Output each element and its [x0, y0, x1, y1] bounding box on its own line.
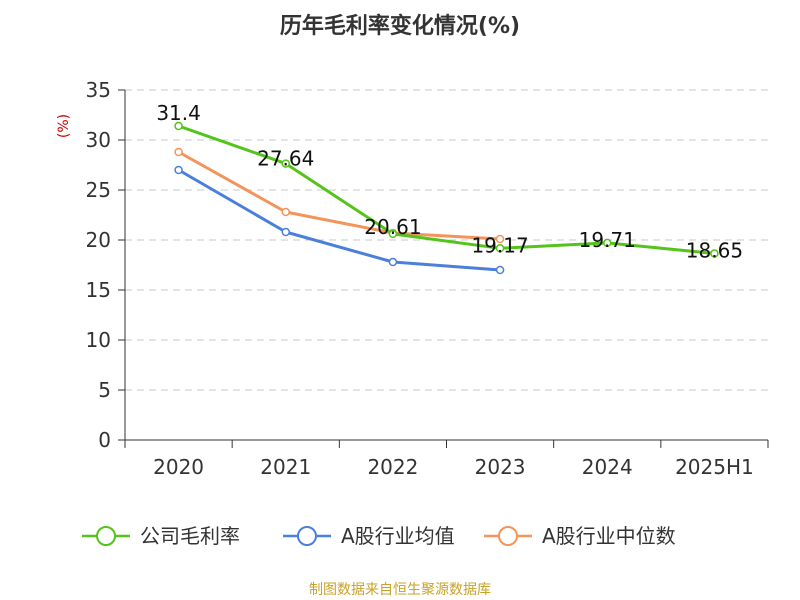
- source-note: 制图数据来自恒生聚源数据库: [309, 582, 491, 598]
- x-tick-label: 2021: [260, 455, 311, 479]
- y-axis-label: (%): [56, 114, 72, 138]
- y-tick-label: 25: [86, 178, 111, 202]
- legend-label: 公司毛利率: [140, 524, 240, 548]
- y-tick-label: 5: [98, 378, 111, 402]
- data-point: [495, 234, 505, 244]
- data-point: [281, 227, 290, 237]
- data-point: [174, 165, 183, 175]
- data-labels: 31.4 27.64 20.61 19.17 19.71 18.65: [156, 101, 743, 263]
- data-point: [388, 229, 398, 239]
- y-tick-labels: 0 5 10 15 20 25 30 35: [86, 78, 111, 452]
- data-point: [710, 249, 719, 258]
- y-tick-label: 10: [86, 328, 111, 352]
- data-point: [281, 207, 290, 217]
- series-lines: [174, 121, 719, 275]
- chart-title: 历年毛利率变化情况(%): [280, 13, 520, 39]
- legend-marker: [297, 526, 317, 546]
- legend-item: A股行业中位数: [484, 524, 676, 548]
- data-point: [174, 121, 183, 131]
- legend-label: A股行业均值: [341, 524, 455, 548]
- x-tick-label: 2025H1: [675, 455, 754, 479]
- data-label: 27.64: [257, 147, 314, 171]
- x-tick-label: 2020: [153, 455, 204, 479]
- data-label: 31.4: [156, 101, 201, 125]
- data-point: [495, 265, 505, 275]
- y-tick-label: 30: [86, 128, 111, 152]
- data-label: 18.65: [686, 239, 743, 263]
- y-tick-label: 15: [86, 278, 111, 302]
- legend-item: 公司毛利率: [82, 524, 240, 548]
- legend: 公司毛利率 A股行业均值 A股行业中位数: [82, 524, 676, 548]
- x-tick-label: 2024: [582, 455, 633, 479]
- data-label: 20.61: [364, 215, 421, 239]
- data-point: [174, 147, 183, 157]
- x-tick-label: 2023: [475, 455, 526, 479]
- legend-label: A股行业中位数: [542, 524, 676, 548]
- data-point: [495, 244, 505, 253]
- data-point: [388, 257, 398, 267]
- data-point: [281, 159, 290, 168]
- x-tick-label: 2022: [367, 455, 418, 479]
- y-tick-label: 0: [98, 428, 111, 452]
- legend-item: A股行业均值: [283, 524, 455, 548]
- series-line: [177, 150, 501, 241]
- legend-marker: [498, 526, 518, 546]
- data-point: [603, 238, 612, 248]
- series-line: [178, 124, 715, 255]
- legend-marker: [96, 526, 116, 546]
- data-label: 19.71: [579, 228, 636, 252]
- y-tick-label: 20: [86, 228, 111, 252]
- x-tick-labels: 2020 2021 2022 2023 2024 2025H1: [153, 455, 754, 479]
- y-tick-label: 35: [86, 78, 111, 102]
- series-line: [177, 168, 501, 272]
- axes: [118, 89, 769, 448]
- data-label: 19.17: [471, 233, 528, 257]
